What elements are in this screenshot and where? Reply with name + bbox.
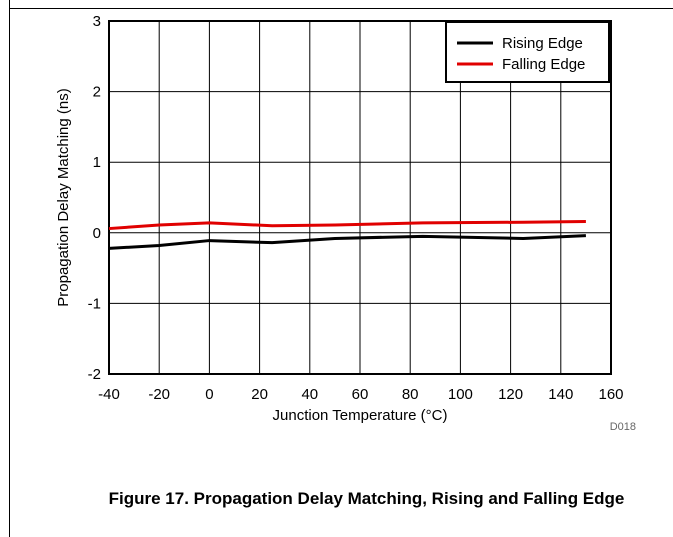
legend-label: Rising Edge [502, 35, 583, 52]
line-chart: -40 -20 0 20 40 60 80 100 120 140 160 -2 -1 0 1 2 3 Junc… [55, 13, 636, 433]
page-margin-line [9, 0, 10, 537]
plot-area-border [108, 20, 612, 375]
figure-code-label: D018 [610, 421, 636, 433]
y-axis-label: Propagation Delay Matching (ns) [55, 88, 72, 306]
y-tick-label: -1 [88, 295, 101, 312]
x-tick-label: -40 [98, 386, 120, 403]
y-tick-label: 1 [93, 154, 101, 171]
x-tick-label: -20 [148, 386, 170, 403]
page-top-rule [9, 8, 673, 9]
x-tick-label: 100 [448, 386, 473, 403]
chart-legend: Rising Edge Falling Edge [445, 21, 610, 83]
figure-caption: Figure 17. Propagation Delay Matching, R… [108, 489, 625, 508]
x-tick-label: 120 [498, 386, 523, 403]
x-axis-label: Junction Temperature (°C) [273, 407, 448, 424]
y-tick-label: 3 [93, 13, 101, 30]
series-line-0 [108, 234, 586, 250]
chart-series [108, 220, 586, 250]
series-line-1 [108, 220, 586, 231]
x-tick-label: 140 [548, 386, 573, 403]
y-tick-label: 2 [93, 84, 101, 101]
legend-items: Rising Edge Falling Edge [457, 35, 585, 73]
x-tick-label: 20 [251, 386, 268, 403]
x-tick-label: 80 [402, 386, 419, 403]
y-tick-label: 0 [93, 225, 101, 242]
x-tick-label: 160 [598, 386, 623, 403]
x-tick-label: 40 [301, 386, 318, 403]
y-tick-label: -2 [88, 366, 101, 383]
x-tick-label: 60 [352, 386, 369, 403]
legend-label: Falling Edge [502, 56, 585, 73]
axis-tick-labels: -40 -20 0 20 40 60 80 100 120 140 160 -2 -1 0 1 2 3 [88, 13, 624, 403]
legend-box [445, 21, 610, 83]
x-tick-label: 0 [205, 386, 213, 403]
